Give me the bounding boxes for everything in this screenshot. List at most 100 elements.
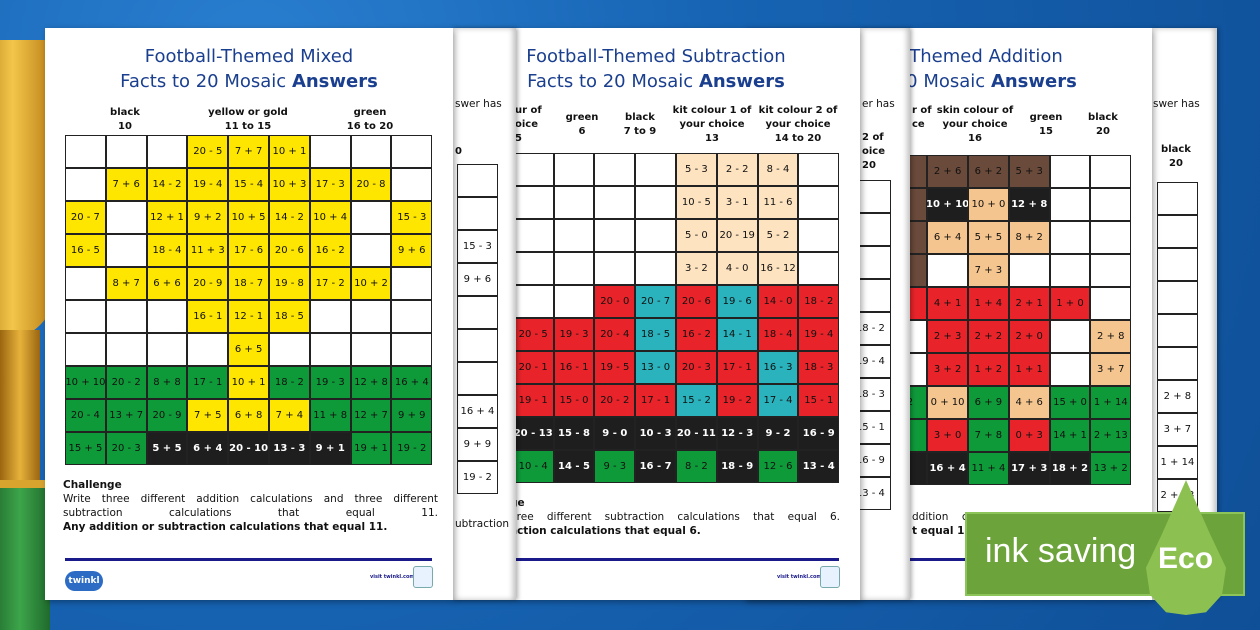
- mosaic-cell[interactable]: 15 - 0: [553, 384, 595, 417]
- mosaic-cell[interactable]: 13 - 3: [269, 432, 310, 465]
- mosaic-cell[interactable]: 14 - 1: [716, 318, 758, 351]
- mosaic-cell[interactable]: 17 - 1: [187, 366, 229, 399]
- mosaic-cell[interactable]: 2 + 8: [1157, 380, 1198, 413]
- mosaic-cell[interactable]: 11 + 4: [968, 452, 1009, 485]
- mosaic-cell[interactable]: 8 - 4: [757, 153, 799, 186]
- worksheet-mixed-facts[interactable]: Football-Themed Mixed Facts to 20 Mosaic …: [45, 28, 453, 600]
- mosaic-cell[interactable]: [350, 135, 392, 168]
- mosaic-cell[interactable]: 17 - 3: [309, 168, 351, 201]
- mosaic-cell[interactable]: 17 - 4: [757, 384, 799, 417]
- mosaic-cell[interactable]: 20 - 4: [594, 318, 636, 351]
- mosaic-cell[interactable]: 1 + 1: [1008, 353, 1050, 386]
- mosaic-cell[interactable]: 3 + 0: [927, 419, 968, 452]
- mosaic-cell[interactable]: [1049, 254, 1091, 287]
- mosaic-cell[interactable]: [1008, 254, 1050, 287]
- mosaic-cell[interactable]: 20 - 1: [512, 351, 554, 384]
- mosaic-cell[interactable]: [350, 300, 392, 333]
- mosaic-cell[interactable]: [1090, 287, 1132, 320]
- mosaic-cell[interactable]: 10 + 3: [269, 168, 310, 201]
- mosaic-cell[interactable]: [635, 153, 676, 186]
- mosaic-cell[interactable]: 18 - 2: [860, 312, 891, 345]
- mosaic-cell[interactable]: [594, 252, 636, 285]
- mosaic-cell[interactable]: [309, 300, 351, 333]
- mosaic-cell[interactable]: [350, 333, 392, 366]
- mosaic-cell[interactable]: [269, 333, 310, 366]
- mosaic-cell[interactable]: 5 - 0: [676, 219, 717, 252]
- mosaic-cell[interactable]: 19 - 3: [553, 318, 595, 351]
- mosaic-cell[interactable]: [512, 219, 554, 252]
- mosaic-cell[interactable]: 19 - 8: [269, 267, 310, 300]
- mosaic-cell[interactable]: 5 - 3: [676, 153, 717, 186]
- mosaic-cell[interactable]: [1090, 188, 1132, 221]
- mosaic-cell[interactable]: 3 + 7: [1090, 353, 1132, 386]
- mosaic-cell[interactable]: 16 + 4: [457, 395, 498, 428]
- mosaic-cell[interactable]: 2 + 8: [1090, 320, 1132, 353]
- mosaic-cell[interactable]: 3 + 2: [927, 353, 968, 386]
- mosaic-cell[interactable]: 15 - 2: [676, 384, 717, 417]
- mosaic-cell[interactable]: 19 - 3: [309, 366, 351, 399]
- mosaic-cell[interactable]: 20 - 13: [512, 417, 554, 450]
- mosaic-cell[interactable]: 20 - 7: [635, 285, 676, 318]
- mosaic-cell[interactable]: 16 - 2: [676, 318, 717, 351]
- mosaic-cell[interactable]: 19 - 2: [716, 384, 758, 417]
- mosaic-cell[interactable]: 20 - 5: [187, 135, 229, 168]
- mosaic-cell[interactable]: [457, 329, 498, 362]
- mosaic-cell[interactable]: 20 - 19: [716, 219, 758, 252]
- mosaic-cell[interactable]: 15 - 3: [391, 201, 433, 234]
- mosaic-cell[interactable]: 15 - 1: [860, 411, 891, 444]
- mosaic-cell[interactable]: [457, 362, 498, 395]
- mosaic-cell[interactable]: 12 - 1: [228, 300, 269, 333]
- mosaic-cell[interactable]: 3 + 7: [1157, 413, 1198, 446]
- mosaic-cell[interactable]: 13 + 2: [1090, 452, 1132, 485]
- mosaic-cell[interactable]: [798, 186, 840, 219]
- mosaic-cell[interactable]: [65, 333, 106, 366]
- mosaic-cell[interactable]: 10 + 1: [228, 366, 269, 399]
- mosaic-cell[interactable]: 10 + 10: [926, 188, 969, 221]
- mosaic-cell[interactable]: 10 + 0: [968, 188, 1009, 221]
- mosaic-cell[interactable]: 18 - 7: [228, 267, 269, 300]
- mosaic-cell[interactable]: [457, 197, 498, 230]
- mosaic-cell[interactable]: 18 - 5: [635, 318, 676, 351]
- mosaic-cell[interactable]: 20 - 4: [65, 399, 106, 432]
- mosaic-cell[interactable]: 3 - 1: [716, 186, 758, 219]
- mosaic-cell[interactable]: 10 + 2: [350, 267, 392, 300]
- mosaic-cell[interactable]: [512, 186, 554, 219]
- mosaic-cell[interactable]: 18 - 2: [269, 366, 310, 399]
- mosaic-cell[interactable]: 14 - 2: [146, 168, 188, 201]
- mosaic-cell[interactable]: [512, 252, 554, 285]
- mosaic-cell[interactable]: 16 - 7: [635, 450, 676, 483]
- mosaic-cell[interactable]: 1 + 4: [968, 287, 1009, 320]
- visit-link[interactable]: visit twinkl.com: [370, 574, 415, 580]
- mosaic-cell[interactable]: 7 + 8: [968, 419, 1009, 452]
- mosaic-cell[interactable]: 12 + 8: [1008, 188, 1050, 221]
- mosaic-cell[interactable]: 10 + 10: [65, 366, 106, 399]
- mosaic-cell[interactable]: 17 - 6: [228, 234, 269, 267]
- mosaic-cell[interactable]: 19 - 5: [594, 351, 636, 384]
- mosaic-cell[interactable]: [1157, 248, 1198, 281]
- mosaic-cell[interactable]: 6 + 9: [968, 386, 1009, 419]
- mosaic-cell[interactable]: 18 - 5: [269, 300, 310, 333]
- mosaic-cell[interactable]: [553, 186, 595, 219]
- mosaic-cell[interactable]: 17 + 3: [1008, 452, 1050, 485]
- mosaic-cell[interactable]: 20 - 9: [187, 267, 229, 300]
- mosaic-cell[interactable]: 19 - 2: [457, 461, 498, 494]
- mosaic-cell[interactable]: [798, 153, 840, 186]
- mosaic-cell[interactable]: [65, 168, 106, 201]
- mosaic-cell[interactable]: 14 - 0: [757, 285, 799, 318]
- mosaic-cell[interactable]: 2 + 13: [1090, 419, 1132, 452]
- worksheet-back-page-2[interactable]: er has 2 of oice 20 18 - 219 - 418 - 315 - 1…: [860, 28, 910, 600]
- mosaic-cell[interactable]: 20 - 9: [146, 399, 188, 432]
- mosaic-cell[interactable]: 5 + 5: [968, 221, 1009, 254]
- mosaic-cell[interactable]: [187, 333, 229, 366]
- mosaic-cell[interactable]: 6 + 8: [228, 399, 269, 432]
- mosaic-cell[interactable]: 16 - 2: [309, 234, 351, 267]
- mosaic-cell[interactable]: 16 + 4: [391, 366, 433, 399]
- mosaic-cell[interactable]: 16 - 1: [553, 351, 595, 384]
- mosaic-cell[interactable]: 17 - 2: [309, 267, 351, 300]
- mosaic-cell[interactable]: 0 + 10: [927, 386, 968, 419]
- mosaic-cell[interactable]: 1 + 14: [1157, 446, 1198, 479]
- mosaic-cell[interactable]: 7 + 4: [269, 399, 310, 432]
- mosaic-cell[interactable]: 8 + 2: [1008, 221, 1050, 254]
- mosaic-cell[interactable]: 10 + 5: [228, 201, 269, 234]
